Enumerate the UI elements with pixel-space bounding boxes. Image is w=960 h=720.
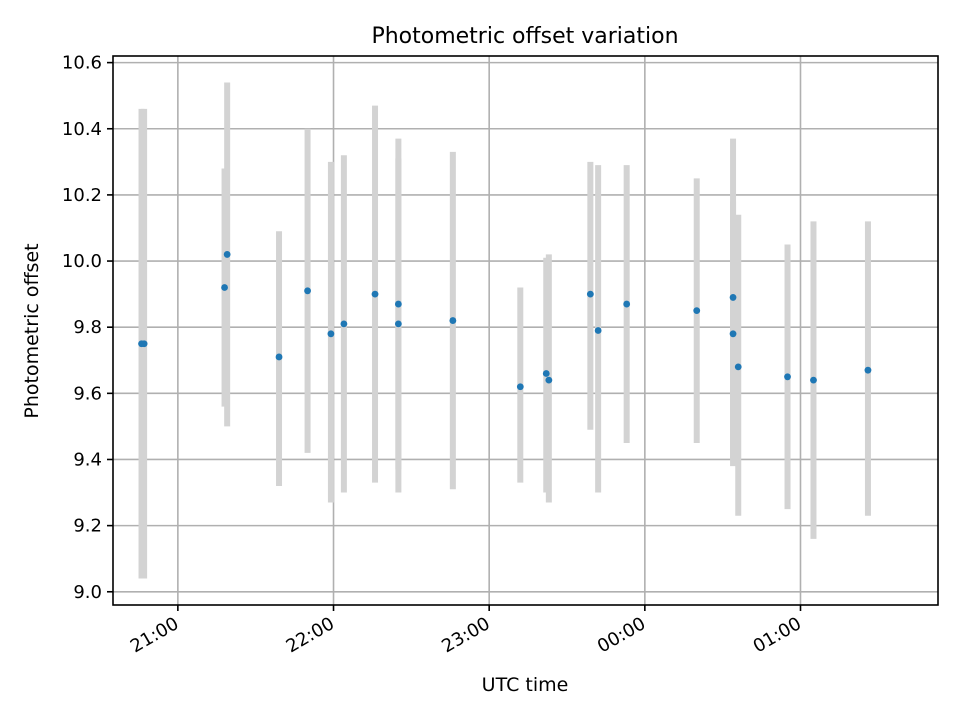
data-point (371, 290, 379, 298)
data-point (810, 376, 817, 384)
y-tick-label: 10.0 (62, 251, 102, 272)
marker-layer (138, 251, 872, 391)
plot-frame (112, 55, 939, 606)
data-point (394, 300, 402, 308)
data-point (221, 284, 228, 291)
errorbar-layer (138, 82, 871, 579)
tick-layer: 21:00 22:00 23:00 00:00 01:00 9.0 9.2 9.4 9.6 9.8… (62, 53, 805, 658)
y-tick-label: 9.4 (73, 449, 102, 470)
chart-title: Photometric offset variation (371, 24, 678, 49)
y-tick-label: 9.6 (73, 383, 102, 404)
y-tick-label: 10.2 (62, 185, 102, 206)
y-axis-label: Photometric offset (21, 243, 43, 418)
data-point (542, 370, 550, 377)
data-point (586, 290, 594, 298)
x-tick-label: 23:00 (438, 613, 493, 657)
data-point (394, 320, 402, 328)
y-tick-label: 9.2 (73, 516, 102, 537)
data-point (594, 327, 602, 334)
data-point (784, 373, 791, 381)
data-point (545, 376, 553, 384)
data-point (140, 340, 148, 348)
data-point (304, 287, 311, 295)
data-point (449, 317, 457, 324)
data-point (729, 330, 737, 338)
data-point (623, 300, 631, 308)
data-point (275, 353, 283, 361)
y-tick-label: 9.0 (73, 582, 102, 603)
y-tick-label: 10.4 (62, 119, 102, 140)
x-tick-label: 01:00 (750, 613, 805, 657)
grid-layer (113, 56, 938, 605)
x-tick-label: 21:00 (127, 613, 182, 657)
data-point (693, 307, 701, 315)
x-tick-label: 00:00 (594, 613, 649, 657)
y-tick-label: 10.6 (62, 53, 102, 74)
y-tick-label: 9.8 (73, 317, 102, 338)
data-point (516, 383, 524, 391)
data-point (340, 320, 348, 328)
x-axis-label: UTC time (482, 674, 569, 696)
data-point (327, 330, 335, 338)
data-point (223, 251, 231, 258)
x-tick-label: 22:00 (283, 613, 338, 657)
data-point (864, 366, 872, 374)
data-point (734, 363, 742, 371)
data-point (729, 294, 737, 301)
